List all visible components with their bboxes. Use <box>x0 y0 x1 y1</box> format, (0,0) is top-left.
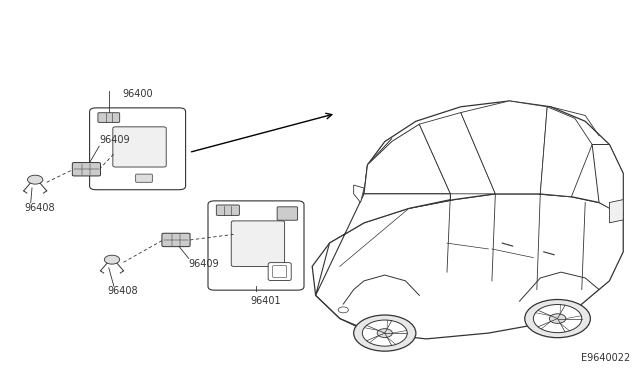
FancyBboxPatch shape <box>113 127 166 167</box>
Polygon shape <box>461 101 547 194</box>
Circle shape <box>549 314 566 323</box>
Text: 96409: 96409 <box>189 259 220 269</box>
Circle shape <box>525 299 590 338</box>
Circle shape <box>377 329 392 337</box>
FancyBboxPatch shape <box>90 108 186 190</box>
Circle shape <box>338 307 348 313</box>
Text: 96401: 96401 <box>250 296 281 306</box>
Circle shape <box>28 175 43 184</box>
Polygon shape <box>364 124 451 194</box>
Polygon shape <box>364 101 623 208</box>
FancyBboxPatch shape <box>136 174 152 182</box>
Circle shape <box>362 320 407 346</box>
Text: E9640022: E9640022 <box>581 353 630 363</box>
FancyBboxPatch shape <box>72 163 100 176</box>
Polygon shape <box>354 185 364 202</box>
Polygon shape <box>419 113 495 194</box>
FancyBboxPatch shape <box>268 263 291 280</box>
FancyBboxPatch shape <box>216 205 239 215</box>
Text: 96400: 96400 <box>122 89 153 99</box>
FancyBboxPatch shape <box>273 266 287 278</box>
FancyBboxPatch shape <box>208 201 304 290</box>
Circle shape <box>354 315 416 351</box>
Polygon shape <box>609 200 623 223</box>
FancyBboxPatch shape <box>162 233 190 247</box>
Text: 96408: 96408 <box>108 286 138 296</box>
Polygon shape <box>316 194 451 295</box>
Polygon shape <box>540 107 592 197</box>
Circle shape <box>533 305 582 333</box>
Polygon shape <box>312 194 623 339</box>
Text: 96408: 96408 <box>24 203 55 213</box>
FancyBboxPatch shape <box>277 207 298 220</box>
Polygon shape <box>592 144 623 214</box>
Text: 96409: 96409 <box>99 135 130 145</box>
FancyBboxPatch shape <box>231 221 285 266</box>
FancyBboxPatch shape <box>98 113 120 122</box>
Circle shape <box>104 255 120 264</box>
